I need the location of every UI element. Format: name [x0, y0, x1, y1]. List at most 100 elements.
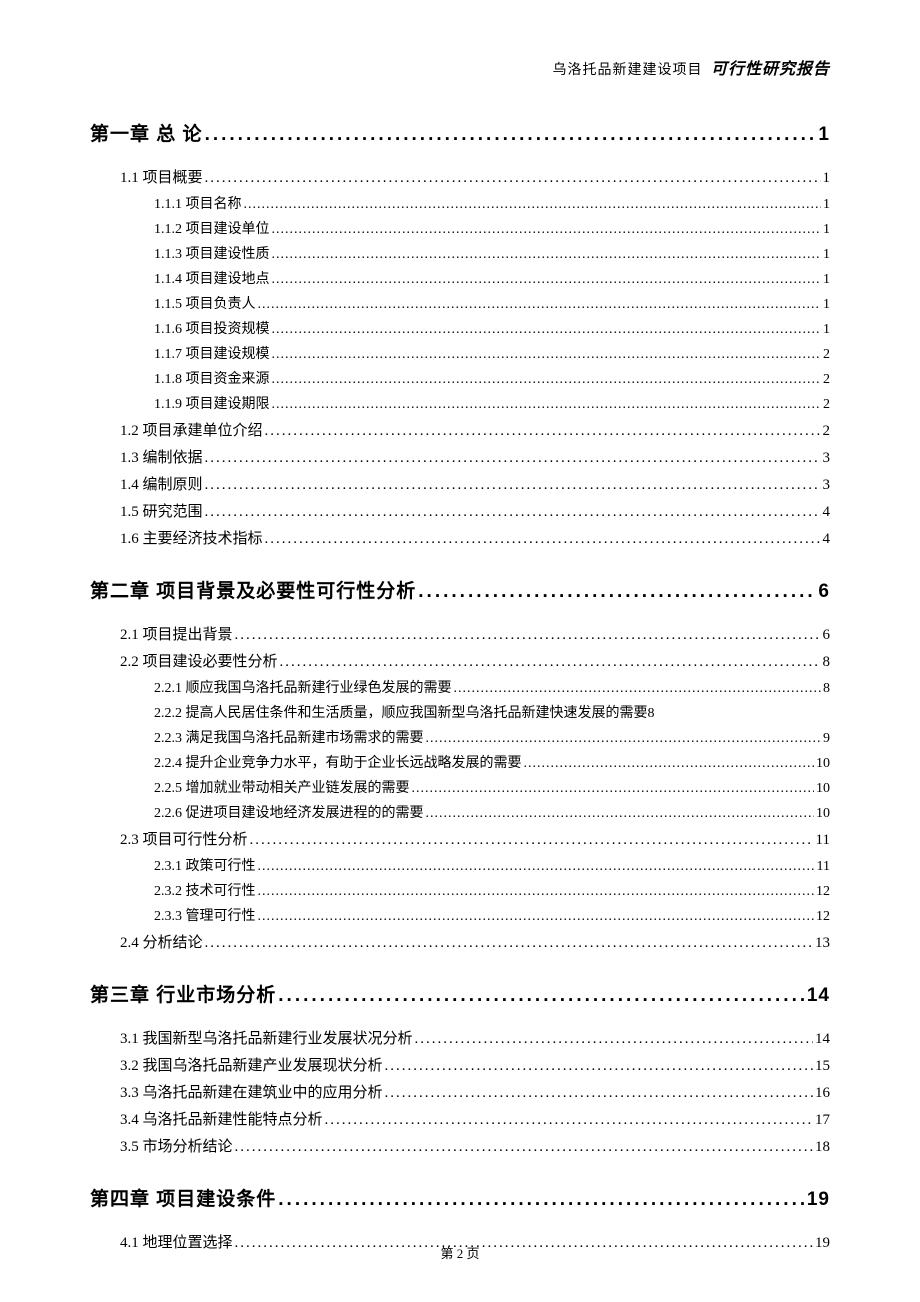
toc-page-number: 3 [823, 477, 831, 494]
toc-page-number: 1 [823, 170, 831, 187]
toc-section: 1.3 编制依据................................… [120, 446, 830, 467]
toc-subsection: 2.2.5 增加就业带动相关产业链发展的需要..................… [154, 777, 830, 797]
toc-leader-dots: ........................................… [454, 681, 822, 697]
toc-leader-dots: ........................................… [524, 756, 815, 772]
toc-section: 3.3 乌洛托品新建在建筑业中的应用分析....................… [120, 1081, 830, 1102]
toc-section: 1.6 主要经济技术指标............................… [120, 527, 830, 548]
toc-leader-dots: ........................................… [205, 124, 817, 146]
toc-leader-dots: ........................................… [272, 272, 822, 288]
toc-label: 第三章 行业市场分析 [90, 980, 276, 1007]
toc-label: 1.5 研究范围 [120, 500, 203, 521]
toc-page-number: 12 [816, 909, 830, 925]
toc-page-number: 4 [823, 504, 831, 521]
toc-leader-dots: ........................................… [244, 197, 822, 213]
toc-label: 3.2 我国乌洛托品新建产业发展现状分析 [120, 1054, 383, 1075]
toc-subsection: 1.1.3 项目建设性质............................… [154, 243, 830, 263]
toc-section: 3.1 我国新型乌洛托品新建行业发展状况分析..................… [120, 1027, 830, 1048]
toc-page-number: 2 [823, 347, 830, 363]
toc-label: 2.3.2 技术可行性 [154, 880, 256, 900]
toc-section: 1.2 项目承建单位介绍............................… [120, 419, 830, 440]
toc-label: 2.2.5 增加就业带动相关产业链发展的需要 [154, 777, 410, 797]
toc-leader-dots: ........................................… [258, 884, 815, 900]
toc-label: 1.1.5 项目负责人 [154, 293, 256, 313]
toc-page-number: 10 [816, 806, 830, 822]
toc-chapter: 第四章 项目建设条件..............................… [90, 1184, 830, 1211]
toc-leader-dots: ........................................… [265, 531, 821, 548]
toc-leader-dots: ........................................… [325, 1112, 813, 1129]
toc-section: 2.1 项目提出背景..............................… [120, 623, 830, 644]
toc-label: 2.2.4 提升企业竞争力水平，有助于企业长远战略发展的需要 [154, 752, 522, 772]
toc-leader-dots: ........................................… [258, 297, 822, 313]
toc-page-number: 2 [823, 397, 830, 413]
toc-page-number: 6 [823, 627, 831, 644]
toc-leader-dots: ........................................… [278, 1189, 805, 1211]
toc-label: 2.3.1 政策可行性 [154, 855, 256, 875]
toc-subsection: 2.3.3 管理可行性.............................… [154, 905, 830, 925]
toc-section: 2.2 项目建设必要性分析...........................… [120, 650, 830, 671]
table-of-contents: 第一章 总 论.................................… [90, 119, 830, 1252]
toc-leader-dots: ........................................… [258, 909, 815, 925]
toc-label: 1.1.2 项目建设单位 [154, 218, 270, 238]
toc-leader-dots: ........................................… [385, 1058, 813, 1075]
toc-label: 1.1.7 项目建设规模 [154, 343, 270, 363]
toc-label: 1.1.6 项目投资规模 [154, 318, 270, 338]
toc-page-number: 8 [823, 681, 830, 697]
toc-subsection: 2.2.2 提高人民居住条件和生活质量，顺应我国新型乌洛托品新建快速发展的需要8 [154, 702, 830, 722]
toc-subsection: 1.1.1 项目名称..............................… [154, 193, 830, 213]
toc-subsection: 2.2.3 满足我国乌洛托品新建市场需求的需要.................… [154, 727, 830, 747]
page-footer: 第 2 页 [0, 1243, 920, 1262]
toc-subsection: 2.3.2 技术可行性.............................… [154, 880, 830, 900]
toc-label: 1.1.1 项目名称 [154, 193, 242, 213]
toc-label: 3.1 我国新型乌洛托品新建行业发展状况分析 [120, 1027, 413, 1048]
toc-page-number: 11 [816, 832, 830, 849]
toc-label: 1.1 项目概要 [120, 166, 203, 187]
page-header: 乌洛托品新建建设项目 可行性研究报告 [90, 55, 830, 79]
toc-leader-dots: ........................................… [258, 859, 815, 875]
toc-leader-dots: ........................................… [426, 731, 822, 747]
toc-leader-dots: ........................................… [205, 170, 821, 187]
toc-leader-dots: ........................................… [272, 397, 822, 413]
toc-page-number: 19 [807, 1189, 830, 1211]
toc-leader-dots: ........................................… [272, 222, 822, 238]
toc-label: 3.4 乌洛托品新建性能特点分析 [120, 1108, 323, 1129]
toc-leader-dots: ........................................… [250, 832, 814, 849]
toc-subsection: 1.1.5 项目负责人.............................… [154, 293, 830, 313]
toc-page-number: 6 [818, 581, 830, 603]
toc-leader-dots: ........................................… [235, 627, 821, 644]
toc-page-number: 1 [823, 197, 830, 213]
toc-subsection: 1.1.9 项目建设期限............................… [154, 393, 830, 413]
toc-leader-dots: ........................................… [272, 322, 822, 338]
toc-page-number: 3 [823, 450, 831, 467]
toc-section: 1.5 研究范围................................… [120, 500, 830, 521]
toc-section: 3.2 我国乌洛托品新建产业发展现状分析....................… [120, 1054, 830, 1075]
toc-label: 3.3 乌洛托品新建在建筑业中的应用分析 [120, 1081, 383, 1102]
page-container: 乌洛托品新建建设项目 可行性研究报告 第一章 总 论..............… [0, 0, 920, 1302]
toc-page-number: 8 [823, 654, 831, 671]
toc-label: 1.1.4 项目建设地点 [154, 268, 270, 288]
toc-label: 2.1 项目提出背景 [120, 623, 233, 644]
toc-label: 第四章 项目建设条件 [90, 1184, 276, 1211]
toc-label: 2.4 分析结论 [120, 931, 203, 952]
toc-page-number: 14 [807, 985, 830, 1007]
toc-page-number: 11 [817, 859, 830, 875]
toc-page-number: 10 [816, 756, 830, 772]
toc-page-number: 16 [815, 1085, 830, 1102]
toc-leader-dots: ........................................… [278, 985, 805, 1007]
toc-leader-dots: ........................................… [415, 1031, 813, 1048]
toc-section: 2.4 分析结论................................… [120, 931, 830, 952]
toc-page-number: 10 [816, 781, 830, 797]
toc-page-number: 15 [815, 1058, 830, 1075]
toc-leader-dots: ........................................… [272, 347, 822, 363]
toc-leader-dots: ........................................… [205, 935, 813, 952]
toc-subsection: 2.3.1 政策可行性.............................… [154, 855, 830, 875]
toc-leader-dots: ........................................… [280, 654, 821, 671]
toc-chapter: 第二章 项目背景及必要性可行性分析.......................… [90, 576, 830, 603]
toc-subsection: 2.2.4 提升企业竞争力水平，有助于企业长远战略发展的需要..........… [154, 752, 830, 772]
toc-leader-dots: ........................................… [272, 247, 822, 263]
toc-chapter: 第一章 总 论.................................… [90, 119, 830, 146]
toc-page-number: 18 [815, 1139, 830, 1156]
toc-leader-dots: ........................................… [235, 1139, 813, 1156]
toc-subsection: 1.1.2 项目建设单位............................… [154, 218, 830, 238]
toc-leader-dots: ........................................… [265, 423, 821, 440]
toc-page-number: 1 [823, 297, 830, 313]
